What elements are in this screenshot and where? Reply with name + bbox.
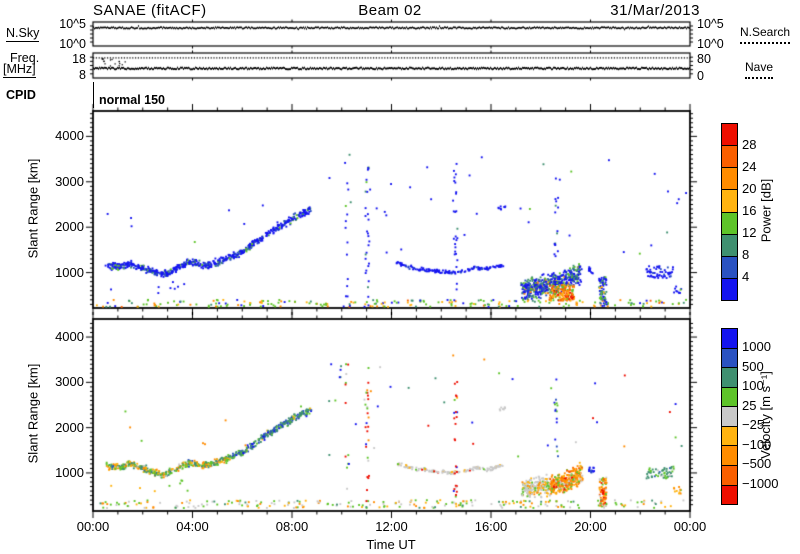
colorbar-tick-label: 28 xyxy=(742,137,757,152)
colorbar-tick-label: −25 xyxy=(742,417,765,433)
y-tick-label: 2000 xyxy=(55,419,84,435)
colorbar-tick-label: −500 xyxy=(742,456,772,472)
colorbar-tick-label: 1000 xyxy=(742,339,771,355)
colorbar-segment xyxy=(722,146,737,169)
x-tick-label: 04:00 xyxy=(176,519,209,534)
xaxis-title: Time UT xyxy=(366,537,416,552)
nsearch-legend: N.Search xyxy=(740,25,791,44)
x-tick-label: 12:00 xyxy=(375,519,408,534)
velocity-colorbar-title: Velocity [m s⁻¹] xyxy=(758,371,773,459)
nave-legend: Nave xyxy=(745,60,774,79)
colorbar-segment xyxy=(722,124,737,147)
colorbar-segment xyxy=(722,387,737,408)
colorbar-segment xyxy=(722,234,737,257)
colorbar-segment xyxy=(722,407,737,427)
colorbar-segment xyxy=(722,190,737,213)
y-tick-label: 2000 xyxy=(55,219,84,235)
velocity-panel xyxy=(83,309,700,521)
colorbar-segment xyxy=(722,485,737,505)
colorbar-segment xyxy=(722,465,737,486)
x-tick-label: 00:00 xyxy=(76,519,110,534)
power-colorbar xyxy=(721,123,738,301)
colorbar-segment xyxy=(722,256,737,279)
y-tick-label: 4000 xyxy=(55,329,84,345)
power-panel xyxy=(83,101,700,318)
y-tick-label: 3000 xyxy=(55,173,84,189)
colorbar-tick-label: 8 xyxy=(742,247,750,262)
power-colorbar-title: Power [dB] xyxy=(758,178,774,243)
colorbar-segment xyxy=(722,278,737,300)
freq-label-line2: [MHz] xyxy=(3,62,36,78)
velocity-colorbar xyxy=(721,328,738,505)
y-tick-label: 3000 xyxy=(55,374,84,390)
freq-panel xyxy=(83,45,700,86)
nsky-tick-top: 10^5 xyxy=(59,17,86,31)
colorbar-tick-label: 500 xyxy=(742,358,764,374)
cpid-label: CPID xyxy=(6,88,36,102)
x-tick-label: 08:00 xyxy=(275,519,309,534)
y-tick-label: 1000 xyxy=(55,264,84,280)
y-tick-label: 1000 xyxy=(55,464,84,480)
colorbar-segment xyxy=(722,368,737,388)
colorbar-segment xyxy=(722,446,737,466)
freq-tick-bottom: 8 xyxy=(46,68,86,82)
cpid-divider-line xyxy=(93,82,95,108)
y-tick-label: 4000 xyxy=(55,128,84,144)
colorbar-tick-label: −1000 xyxy=(742,475,779,491)
freq-tick-top: 18 xyxy=(72,52,86,66)
x-tick-label: 16:00 xyxy=(474,519,508,534)
freq-label-line1: Freq. xyxy=(10,51,40,65)
colorbar-segment xyxy=(722,348,737,369)
colorbar-tick-label: 20 xyxy=(742,181,757,196)
colorbar-tick-label: 24 xyxy=(742,159,757,174)
freq-right-tick-top: 80 xyxy=(697,52,711,66)
colorbar-segment xyxy=(722,212,737,235)
colorbar-segment xyxy=(722,329,737,349)
nsky-right-tick-top: 10^5 xyxy=(697,17,724,31)
colorbar-tick-label: 25 xyxy=(742,397,757,413)
freq-right-tick-bottom: 0 xyxy=(697,69,704,83)
nsky-tick-bottom: 10^0 xyxy=(59,37,86,51)
x-tick-label: 20:00 xyxy=(574,519,607,534)
colorbar-segment xyxy=(722,168,737,191)
x-tick-label: 00:00 xyxy=(673,519,707,534)
colorbar-tick-label: −100 xyxy=(742,436,772,452)
colorbar-tick-label: 16 xyxy=(742,203,757,218)
colorbar-segment xyxy=(722,426,737,447)
colorbar-tick-label: 4 xyxy=(742,269,750,284)
colorbar-tick-label: 12 xyxy=(742,225,757,240)
colorbar-tick-label: 100 xyxy=(742,378,764,394)
nsky-right-tick-bottom: 10^0 xyxy=(697,37,724,51)
nsky-label: N.Sky xyxy=(6,26,40,42)
